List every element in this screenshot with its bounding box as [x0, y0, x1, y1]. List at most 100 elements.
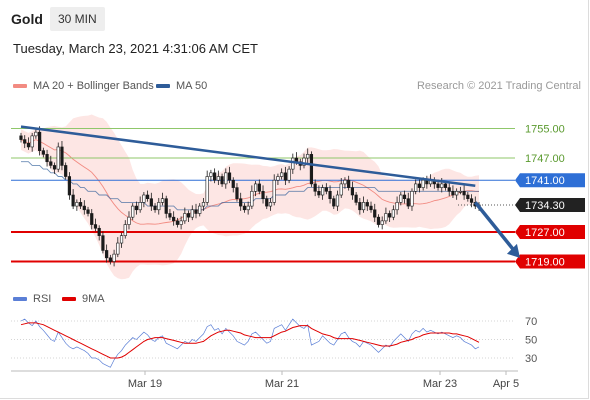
legend-rsi: RSI	[13, 293, 51, 305]
candle-body	[436, 183, 440, 188]
candle-body	[119, 235, 124, 244]
projection-arrow-shaft	[473, 201, 518, 254]
rsi-series-rsi	[20, 318, 480, 368]
candle-body	[216, 176, 220, 181]
candle-body	[71, 194, 75, 207]
candle-body	[23, 139, 27, 144]
candle-body	[231, 179, 235, 188]
candle-body	[160, 198, 165, 203]
level-label-1727.00: 1727.00	[525, 227, 565, 239]
candle-body	[410, 191, 414, 207]
level-tag-1719.00	[515, 254, 585, 269]
legend-ma20-bollinger: MA 20 + Bollinger Bands	[13, 80, 154, 92]
candle-body	[67, 176, 72, 196]
level-tag-1727.00	[515, 224, 585, 239]
candle-body	[239, 198, 243, 207]
candle-body	[265, 198, 269, 207]
candle-body	[235, 187, 239, 199]
rsi-tick-label: 50	[525, 335, 537, 347]
level-label-1734.30: 1734.30	[525, 200, 565, 212]
candle-body	[97, 227, 101, 236]
candle-body	[276, 176, 280, 181]
research-credit: Research © 2021 Trading Central	[416, 80, 581, 92]
candle-body	[369, 205, 373, 211]
candle-body	[391, 209, 395, 218]
candle-body	[257, 183, 261, 192]
candle-body	[309, 154, 314, 185]
legend-swatch	[13, 84, 27, 88]
candle-body	[220, 176, 224, 185]
chart-header: Gold 30 MIN	[0, 0, 590, 36]
candle-body	[224, 172, 228, 185]
legend-9ma: 9MA	[62, 293, 105, 305]
candle-body	[324, 187, 328, 192]
candle-body	[455, 191, 459, 196]
candle-body	[343, 179, 347, 185]
candle-body	[332, 198, 336, 207]
candle-body	[246, 205, 250, 211]
x-tick-label: Apr 5	[493, 378, 519, 390]
candle-body	[399, 194, 403, 203]
x-tick-label: Mar 21	[265, 378, 299, 390]
candle-body	[466, 194, 470, 199]
candle-body	[328, 191, 332, 199]
rsi-series-9ma	[20, 322, 480, 359]
candle-body	[112, 253, 116, 262]
candle-body	[64, 165, 68, 177]
candle-body	[291, 157, 295, 170]
candle-body	[78, 202, 83, 207]
candle-body	[131, 205, 135, 218]
candle-body	[194, 209, 198, 214]
legend-label: 9MA	[82, 293, 105, 305]
x-tick-label: Mar 23	[423, 378, 457, 390]
candle-body	[302, 157, 306, 166]
candle-body	[443, 183, 448, 188]
candle-body	[146, 194, 150, 199]
candle-body	[406, 198, 410, 207]
candle-body	[52, 165, 57, 170]
candle-body	[227, 172, 232, 181]
candle-body	[19, 135, 23, 140]
ma50-line	[21, 161, 479, 211]
descending-trendline	[20, 125, 476, 188]
candle-body	[142, 194, 146, 203]
candle-body	[56, 146, 60, 170]
candle-body	[149, 198, 153, 207]
candle-body	[138, 202, 142, 211]
legend-swatch	[13, 297, 27, 301]
candle-body	[414, 183, 418, 192]
timeframe-badge[interactable]: 30 MIN	[50, 7, 105, 31]
candle-body	[105, 250, 109, 259]
candle-body	[261, 191, 265, 199]
candle-body	[205, 176, 209, 203]
candle-body	[373, 209, 377, 218]
candle-body	[75, 202, 79, 207]
candle-body	[45, 154, 49, 163]
level-label-1719.00: 1719.00	[525, 257, 565, 269]
symbol-title: Gold	[11, 11, 43, 27]
candle-body	[358, 202, 362, 211]
candle-body	[283, 172, 287, 181]
legend-label: MA 20 + Bollinger Bands	[33, 80, 154, 92]
level-label-1755.00: 1755.00	[525, 123, 565, 135]
legend-label: RSI	[33, 293, 52, 305]
candle-body	[253, 183, 258, 192]
candle-body	[242, 205, 247, 211]
candle-body	[447, 187, 451, 192]
candle-body	[26, 142, 31, 148]
candle-body	[350, 187, 354, 196]
candle-body	[347, 179, 351, 188]
candle-body	[30, 135, 34, 148]
candle-body	[317, 191, 321, 196]
legend-swatch	[62, 297, 76, 301]
candle-body	[175, 220, 179, 225]
level-label-1747.00: 1747.00	[525, 153, 565, 165]
candle-body	[116, 242, 120, 255]
x-tick-label: Mar 19	[128, 378, 162, 390]
candle-body	[209, 172, 213, 177]
candle-body	[164, 198, 168, 214]
projection-arrow-head	[506, 243, 520, 258]
candle-body	[313, 183, 317, 192]
candle-body	[376, 216, 381, 225]
